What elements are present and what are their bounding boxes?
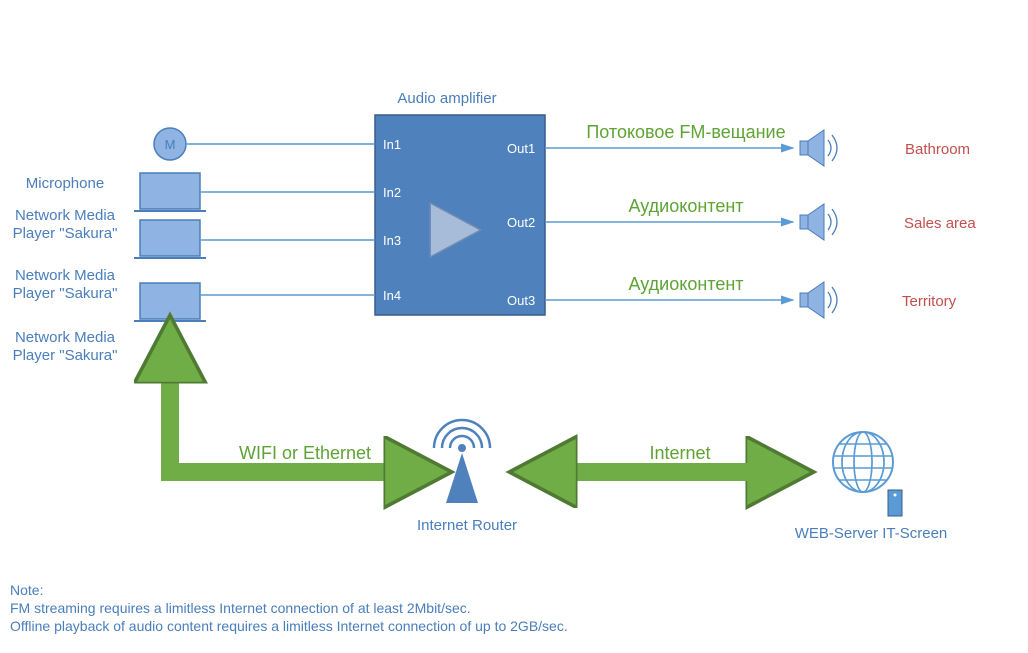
left-label: Network Media <box>15 267 116 284</box>
output-label: Потоковое FM-вещание <box>586 122 785 142</box>
left-label: Network Media <box>15 207 116 224</box>
speaker-icon <box>800 130 837 166</box>
router-icon <box>434 420 490 503</box>
server-label: WEB-Server IT-Screen <box>795 525 948 542</box>
zone-label: Territory <box>902 293 957 310</box>
output-label: Аудиоконтент <box>628 196 743 216</box>
amp-in-label: In1 <box>383 137 401 152</box>
amp-out-label: Out1 <box>507 141 535 156</box>
microphone-icon: M <box>154 128 186 160</box>
device-icon <box>134 283 206 321</box>
router-label: Internet Router <box>417 517 517 534</box>
left-label: Microphone <box>26 175 104 192</box>
device-icon <box>134 220 206 258</box>
note-line: Offline playback of audio content requir… <box>10 618 568 634</box>
globe-icon <box>833 432 893 492</box>
device-icon <box>134 173 206 211</box>
amp-in-label: In4 <box>383 288 401 303</box>
speaker-icon <box>800 282 837 318</box>
speaker-icon <box>800 204 837 240</box>
microphone-letter: M <box>165 137 176 152</box>
internet-label: Internet <box>649 443 710 463</box>
amp-out-label: Out2 <box>507 215 535 230</box>
left-label: Player "Sakura" <box>13 225 118 242</box>
zone-label: Sales area <box>904 215 976 232</box>
left-label: Player "Sakura" <box>13 285 118 302</box>
zone-label: Bathroom <box>905 141 970 158</box>
amp-in-label: In3 <box>383 233 401 248</box>
left-label: Network Media <box>15 329 116 346</box>
output-label: Аудиоконтент <box>628 274 743 294</box>
note-line: FM streaming requires a limitless Intern… <box>10 600 471 616</box>
amp-out-label: Out3 <box>507 293 535 308</box>
amp-title: Audio amplifier <box>397 90 496 107</box>
wifi-label: WIFI or Ethernet <box>239 443 371 463</box>
diagram-stage: MMicrophoneNetwork MediaPlayer "Sakura"N… <box>0 0 1028 653</box>
left-label: Player "Sakura" <box>13 347 118 364</box>
note-line: Note: <box>10 582 43 598</box>
amp-in-label: In2 <box>383 185 401 200</box>
